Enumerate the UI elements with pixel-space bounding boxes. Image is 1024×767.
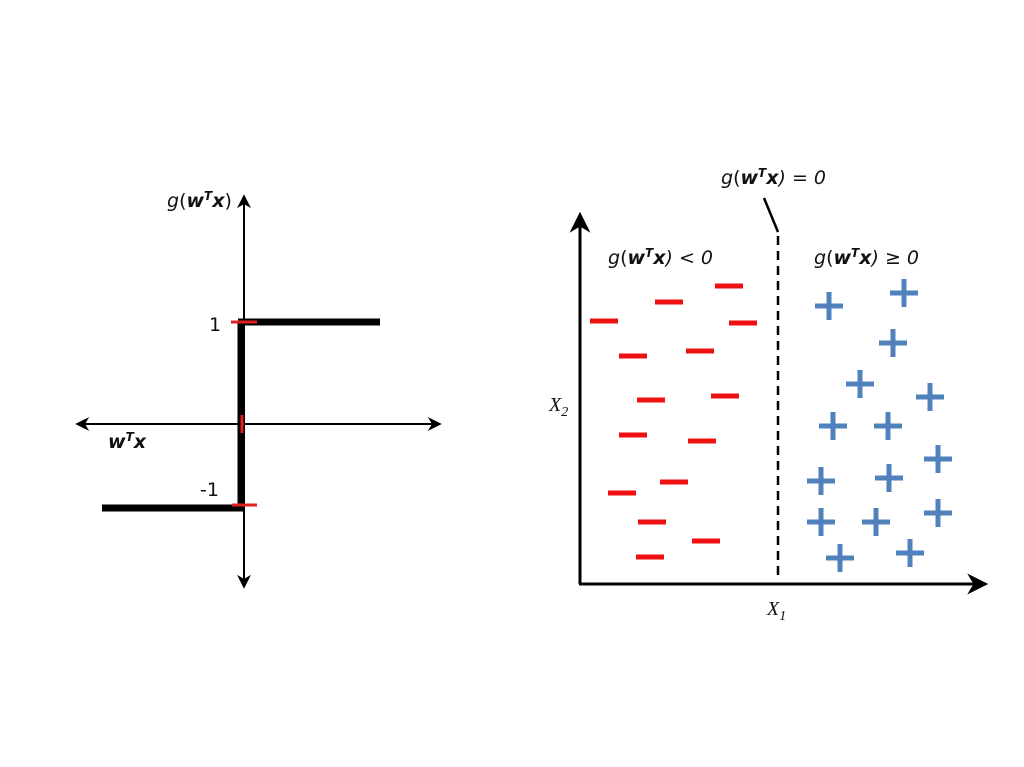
x1-label: X1 — [766, 598, 786, 624]
positive-point-plus — [826, 544, 854, 572]
positive-point-plus — [896, 539, 924, 567]
positive-point-plus — [924, 445, 952, 473]
positive-point-plus — [916, 383, 944, 411]
positive-point-plus — [846, 370, 874, 398]
positive-point-plus — [890, 279, 918, 307]
positive-point-plus — [924, 499, 952, 527]
data-markers — [590, 279, 952, 572]
positive-point-plus — [879, 329, 907, 357]
positive-point-plus — [807, 508, 835, 536]
step-function-plot: g(wTx) wTx 1 -1 — [75, 189, 442, 589]
positive-point-plus — [819, 412, 847, 440]
x2-label: X2 — [548, 394, 568, 420]
classifier-plot: g(wTx) = 0 g(wTx) < 0 g(wTx) ≥ 0 X1 X2 — [548, 166, 989, 624]
negative-region-label: g(wTx) < 0 — [608, 246, 713, 269]
tick-label-one: 1 — [209, 314, 221, 336]
x-axis-label: wTx — [108, 430, 147, 453]
y-axis-label: g(wTx) — [167, 189, 232, 212]
positive-region-label: g(wTx) ≥ 0 — [814, 246, 919, 269]
positive-point-plus — [815, 292, 843, 320]
positive-point-plus — [874, 412, 902, 440]
positive-point-plus — [862, 508, 890, 536]
boundary-label: g(wTx) = 0 — [721, 166, 826, 189]
positive-point-plus — [807, 467, 835, 495]
positive-point-plus — [875, 464, 903, 492]
boundary-pointer — [762, 197, 780, 233]
tick-label-minus-one: -1 — [200, 479, 219, 501]
